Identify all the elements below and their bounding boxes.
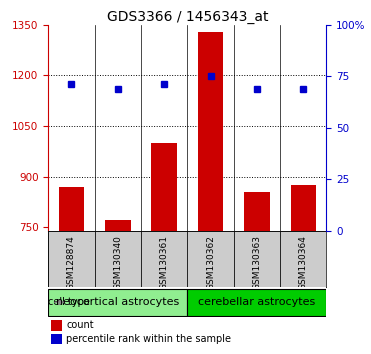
Text: GSM128874: GSM128874 bbox=[67, 235, 76, 290]
Text: cerebellar astrocytes: cerebellar astrocytes bbox=[198, 297, 316, 307]
Bar bbox=[95, 230, 141, 287]
Bar bbox=[280, 230, 326, 287]
Text: count: count bbox=[66, 320, 94, 331]
Bar bbox=[48, 230, 95, 287]
Bar bbox=[290, 185, 316, 230]
Bar bbox=[51, 333, 62, 344]
Text: GSM130361: GSM130361 bbox=[160, 235, 169, 290]
Text: GSM130364: GSM130364 bbox=[299, 235, 308, 290]
Bar bbox=[105, 221, 131, 230]
Text: neocortical astrocytes: neocortical astrocytes bbox=[56, 297, 180, 307]
Bar bbox=[59, 187, 84, 230]
Text: percentile rank within the sample: percentile rank within the sample bbox=[66, 333, 231, 344]
Text: GSM130362: GSM130362 bbox=[206, 235, 215, 290]
Bar bbox=[141, 230, 187, 287]
Text: GSM130340: GSM130340 bbox=[113, 235, 122, 290]
Text: cell type: cell type bbox=[48, 297, 90, 307]
Bar bbox=[244, 192, 270, 230]
Bar bbox=[48, 289, 187, 316]
Bar bbox=[151, 143, 177, 230]
Title: GDS3366 / 1456343_at: GDS3366 / 1456343_at bbox=[106, 10, 268, 24]
Bar bbox=[187, 230, 234, 287]
Bar bbox=[234, 230, 280, 287]
Text: GSM130363: GSM130363 bbox=[252, 235, 262, 290]
Bar bbox=[198, 32, 223, 230]
Bar bbox=[187, 289, 326, 316]
Bar bbox=[51, 320, 62, 331]
